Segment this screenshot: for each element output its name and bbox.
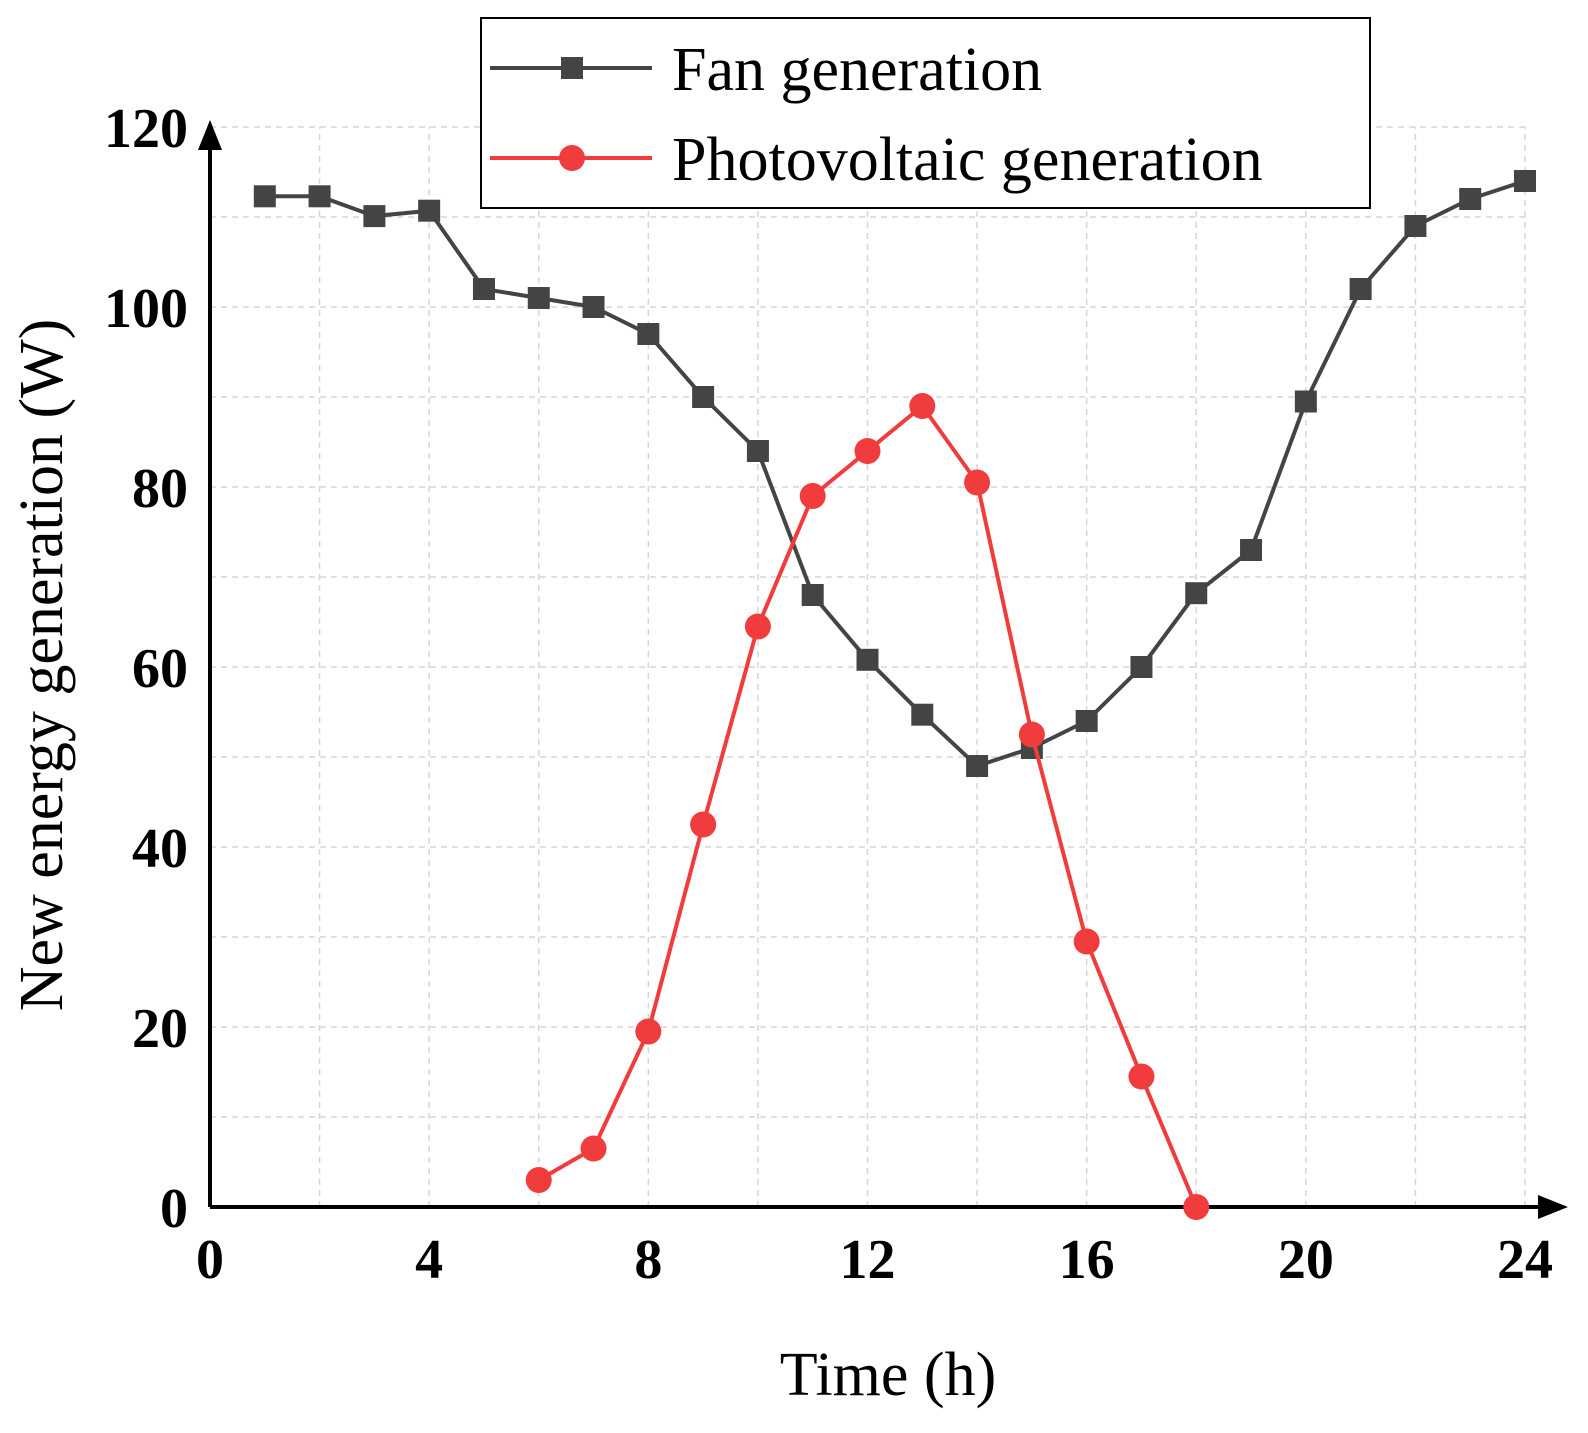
data-point-fan-generation [1185,582,1208,605]
data-point-photovoltaic-generation [1018,721,1045,748]
y-tick-label: 100 [104,278,188,340]
data-point-fan-generation [1514,170,1536,192]
data-point-fan-generation [1404,215,1427,237]
data-point-photovoltaic-generation [744,613,771,640]
data-point-fan-generation [418,199,441,222]
data-point-photovoltaic-generation [909,393,936,419]
x-tick-label: 12 [840,1229,896,1291]
data-point-fan-generation [582,296,605,318]
data-point-fan-generation [692,386,715,408]
series-photovoltaic-generation [525,393,1210,1220]
legend-swatch-pv-marker [559,145,585,171]
x-tick-label: 16 [1059,1229,1115,1291]
legend: Fan generation Photovoltaic generation [480,17,1371,209]
series-fan-generation [253,170,1536,777]
data-point-fan-generation [1294,390,1317,413]
y-axis-label: New energy generation (W) [8,319,76,1012]
series-line-fan-generation [264,179,1526,768]
data-point-photovoltaic-generation [525,1167,552,1193]
y-tick-label: 80 [132,458,188,520]
data-point-photovoltaic-generation [1128,1063,1155,1090]
data-point-fan-generation [363,205,386,228]
x-tick-label: 24 [1497,1229,1553,1291]
legend-label-fan-generation: Fan generation [672,36,1042,104]
data-point-fan-generation [472,278,495,300]
x-axis-arrow [1538,1195,1568,1219]
data-point-fan-generation [746,440,769,462]
data-point-fan-generation [911,703,934,726]
data-point-photovoltaic-generation [854,438,881,464]
legend-label-photovoltaic-generation: Photovoltaic generation [672,126,1263,194]
data-point-photovoltaic-generation [1183,1194,1210,1220]
data-point-photovoltaic-generation [1073,928,1100,955]
y-tick-label: 60 [132,638,188,700]
data-point-fan-generation [1240,539,1263,561]
x-tick-label: 4 [415,1229,443,1291]
data-point-photovoltaic-generation [690,811,717,838]
data-point-fan-generation [527,287,550,309]
x-tick-label: 8 [634,1229,662,1291]
x-axis-label: Time (h) [780,1341,996,1409]
data-point-fan-generation [966,755,989,777]
y-axis-arrow [198,120,222,150]
data-point-photovoltaic-generation [635,1018,662,1045]
axes [198,120,1568,1219]
y-tick-label: 20 [132,998,188,1060]
data-point-fan-generation [801,584,824,606]
data-point-photovoltaic-generation [964,469,991,496]
data-point-fan-generation [856,648,879,671]
x-tick-label: 0 [196,1229,224,1291]
legend-swatch-fan-marker [561,57,583,79]
legend-box [480,17,1371,209]
data-point-fan-generation [253,185,276,208]
y-tick-label: 120 [104,98,188,160]
data-point-fan-generation [1075,710,1098,732]
data-point-fan-generation [1130,656,1153,678]
tick-labels: 0 4 8 12 16 20 24 0 20 40 60 80 100 120 [104,98,1553,1291]
data-point-photovoltaic-generation [799,483,826,509]
series [253,170,1536,1220]
data-point-photovoltaic-generation [580,1135,607,1162]
y-tick-label: 0 [160,1178,188,1240]
data-point-fan-generation [1459,188,1482,210]
data-point-fan-generation [637,323,660,345]
y-tick-label: 40 [132,818,188,880]
data-point-fan-generation [308,185,331,208]
x-tick-label: 20 [1278,1229,1334,1291]
data-point-fan-generation [1349,278,1372,300]
